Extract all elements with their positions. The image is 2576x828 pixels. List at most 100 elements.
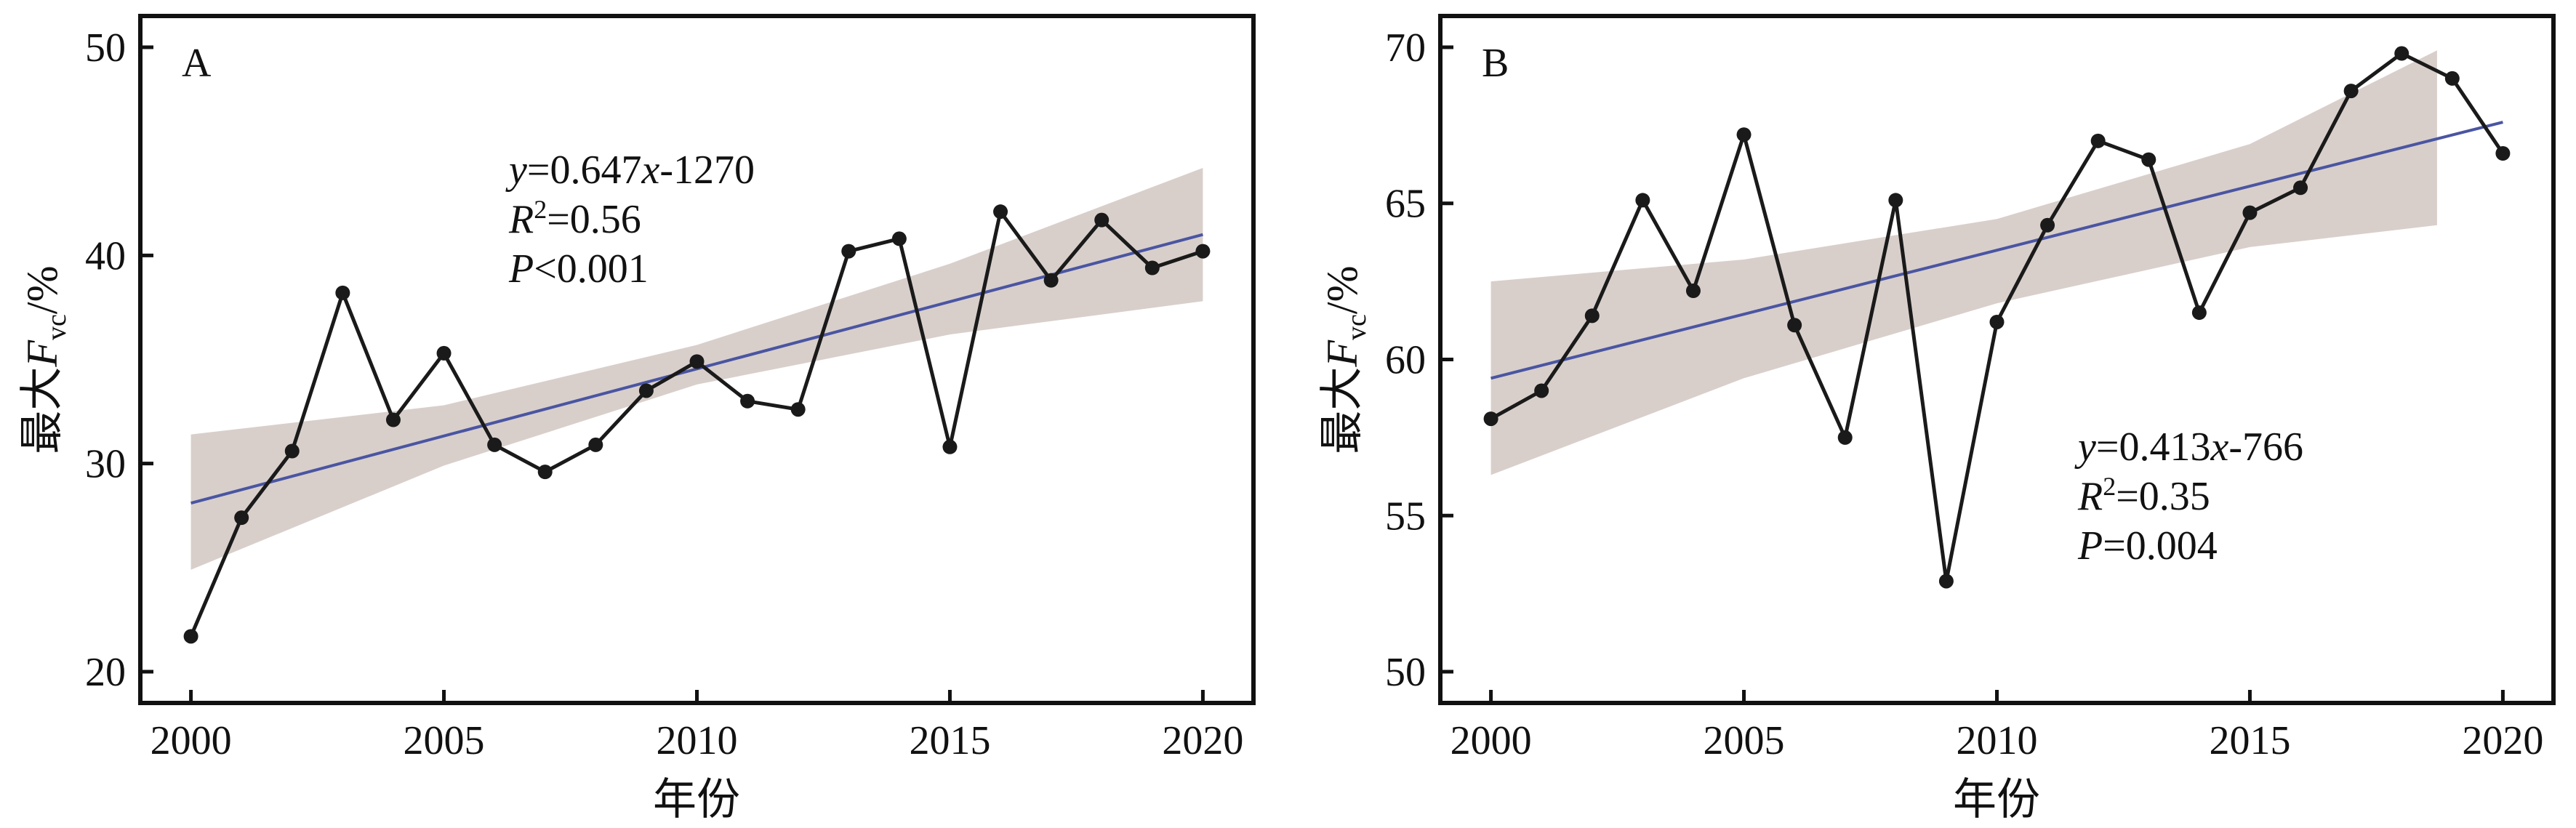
x-tick-label: 2000: [151, 718, 232, 763]
eq-coef: =0.413: [2096, 425, 2211, 470]
data-point: [183, 629, 198, 644]
data-point: [1144, 260, 1160, 276]
x-tick-label: 2005: [1704, 718, 1785, 763]
equation: y=0.413x-766: [2074, 425, 2303, 470]
data-point: [284, 443, 300, 459]
data-point: [2444, 71, 2460, 86]
eq-coef: =0.647: [527, 148, 642, 193]
data-points: [1483, 46, 2511, 589]
data-point: [2394, 46, 2410, 61]
data-point: [1635, 193, 1650, 208]
data-point: [993, 204, 1008, 220]
equation: y=0.647x-1270: [505, 148, 755, 193]
data-point: [1787, 318, 1802, 333]
p-value-number: <0.001: [534, 246, 649, 292]
y-tick-label: 50: [1385, 650, 1426, 695]
x-ticks: 2000 2005 2010 2015 2020: [1450, 690, 2543, 763]
x-tick-label: 2010: [657, 718, 738, 763]
y-tick-label: 20: [85, 650, 126, 695]
data-point: [2191, 305, 2207, 321]
data-points: [183, 204, 1211, 644]
y-axis-title-suffix: /%: [18, 265, 66, 314]
regression-line: [190, 233, 1203, 505]
data-point: [2141, 152, 2156, 167]
eq-x: x: [2210, 425, 2228, 470]
data-point: [1534, 383, 1549, 398]
data-point: [487, 437, 502, 452]
data-point: [1837, 430, 1853, 445]
y-axis-title: 最大Fvc/%: [1318, 265, 1372, 454]
eq-intercept: -766: [2228, 425, 2303, 470]
p-symbol: P: [508, 246, 534, 292]
panel-b: 50 55 60 65 70 2000 2005 2010 2015 2020 B y=0.41…: [1318, 14, 2556, 824]
data-point: [1938, 574, 1954, 589]
data-point: [1888, 193, 1903, 208]
data-point: [1043, 273, 1059, 288]
eq-y: y: [2074, 425, 2096, 470]
r-symbol: R: [2077, 474, 2103, 519]
data-point: [2090, 133, 2106, 148]
panel-label: A: [182, 41, 212, 86]
r-symbol: R: [508, 197, 534, 242]
data-point: [2242, 205, 2258, 220]
eq-x: x: [641, 148, 659, 193]
data-point: [689, 354, 705, 369]
p-value: P=0.004: [2077, 523, 2218, 568]
y-ticks: 50 55 60 65 70: [1385, 25, 1453, 695]
x-tick-label: 2005: [404, 718, 485, 763]
y-tick-label: 40: [85, 233, 126, 278]
data-point: [1094, 212, 1110, 228]
data-point: [537, 465, 553, 480]
data-point: [1584, 308, 1600, 323]
data-point: [2495, 146, 2511, 161]
r-superscript: 2: [2103, 472, 2116, 501]
panel-label: B: [1482, 41, 1509, 86]
r-squared: R2=0.56: [508, 195, 641, 242]
panel-a: 20 30 40 50 2000 2005 2010 2015 2020 A y=0.647x…: [18, 14, 1256, 824]
x-tick-label: 2010: [1957, 718, 2038, 763]
y-tick-label: 55: [1385, 494, 1426, 539]
y-ticks: 20 30 40 50: [85, 25, 153, 695]
data-point: [841, 244, 856, 259]
r-squared-value: =0.35: [2116, 474, 2210, 519]
y-axis-title-subscript: vc: [1341, 314, 1372, 340]
r-squared: R2=0.35: [2077, 472, 2210, 519]
r-superscript: 2: [534, 195, 547, 224]
data-point: [436, 345, 452, 361]
data-point: [2040, 217, 2055, 233]
eq-intercept: -1270: [659, 148, 755, 193]
data-point: [588, 437, 603, 452]
x-ticks: 2000 2005 2010 2015 2020: [151, 690, 1243, 763]
eq-y: y: [505, 148, 527, 193]
r-squared-value: =0.56: [547, 197, 641, 242]
y-axis-title-variable: F: [18, 339, 66, 368]
p-symbol: P: [2077, 523, 2103, 568]
x-tick-label: 2015: [909, 718, 990, 763]
x-tick-label: 2000: [1450, 718, 1532, 763]
x-axis-title: 年份: [1953, 776, 2040, 824]
data-point: [1736, 127, 1752, 142]
data-point: [740, 393, 755, 409]
data-point: [385, 412, 401, 427]
data-point: [638, 383, 654, 398]
data-point: [2293, 180, 2308, 196]
data-point: [2343, 84, 2359, 99]
y-tick-label: 50: [85, 25, 126, 71]
data-point: [1685, 284, 1701, 298]
x-axis-title: 年份: [653, 776, 740, 824]
y-tick-label: 60: [1385, 338, 1426, 383]
y-tick-label: 65: [1385, 182, 1426, 227]
x-tick-label: 2015: [2209, 718, 2290, 763]
p-value-number: =0.004: [2103, 523, 2218, 568]
y-axis-title-prefix: 最大: [18, 367, 66, 454]
y-tick-label: 70: [1385, 25, 1426, 71]
data-point: [1989, 314, 2005, 329]
x-tick-label: 2020: [2462, 718, 2543, 763]
data-point: [1483, 411, 1498, 427]
x-tick-label: 2020: [1162, 718, 1243, 763]
y-axis-title-variable: F: [1318, 339, 1366, 368]
data-point: [942, 439, 958, 454]
data-point: [1195, 244, 1211, 259]
y-axis-title-prefix: 最大: [1318, 367, 1366, 454]
